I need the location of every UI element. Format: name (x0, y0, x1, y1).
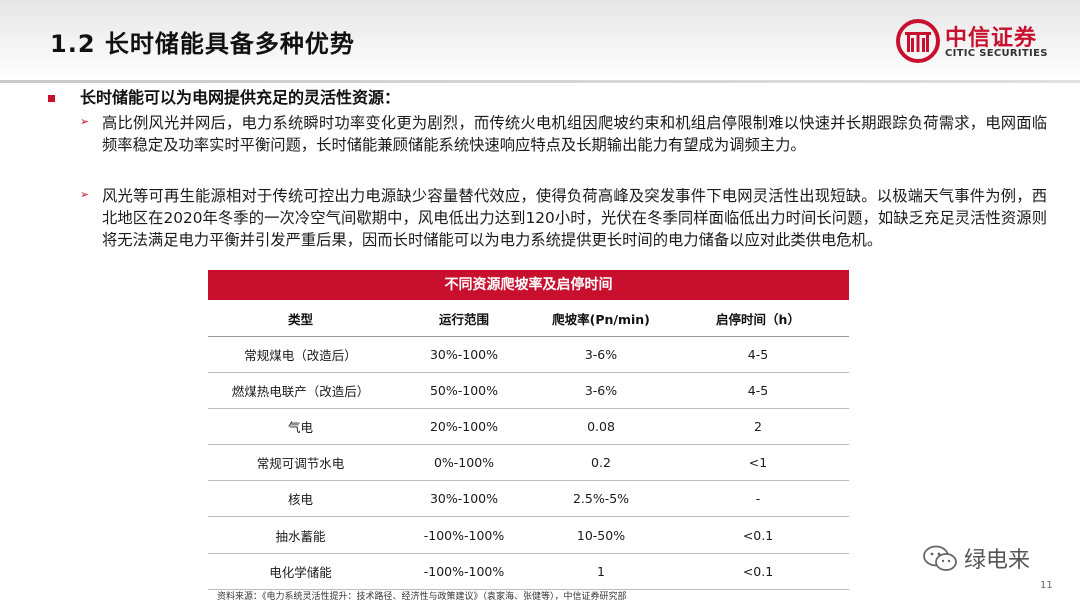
column-header: 启停时间（h） (716, 311, 800, 327)
column-header: 运行范围 (438, 311, 489, 327)
wechat-icon (923, 545, 957, 571)
table-row: 电化学储能 -100%-100% 1 <0.1 (208, 554, 849, 590)
resource-table: 不同资源爬坡率及启停时间 类型 运行范围 爬坡率(Pn/min) 启停时间（h）… (208, 270, 849, 590)
table-row: 核电 30%-100% 2.5%-5% - (208, 481, 849, 518)
table-row: 抽水蓄能 -100%-100% 10-50% <0.1 (208, 517, 849, 554)
logo-chinese-name: 中信证券 (945, 26, 1038, 51)
table-cell: - (755, 491, 761, 507)
table-cell: 0.08 (587, 419, 615, 435)
table-cell: 抽水蓄能 (275, 528, 326, 544)
table-cell: -100%-100% (423, 527, 505, 543)
table-row: 气电 20%-100% 0.08 2 (208, 409, 849, 446)
table-cell: <0.1 (742, 527, 774, 543)
table-cell: 10-50% (576, 527, 626, 543)
square-bullet-icon (48, 95, 55, 102)
table-cell: <0.1 (742, 563, 774, 579)
table-header-row: 类型 运行范围 爬坡率(Pn/min) 启停时间（h） (208, 300, 849, 337)
logo-english-name: CITIC SECURITIES (945, 48, 1048, 59)
table-cell: 30%-100% (429, 491, 499, 507)
table-cell: 燃煤热电联产（改造后） (231, 384, 370, 400)
citic-logo: 中信证券 CITIC SECURITIES (895, 18, 1065, 66)
table-cell: 50%-100% (429, 383, 499, 399)
table-cell: 3-6% (584, 383, 618, 399)
table-cell: 20%-100% (429, 419, 499, 435)
table-cell: 常规煤电（改造后） (244, 348, 357, 364)
table-cell: 2 (754, 419, 762, 435)
column-header: 类型 (287, 311, 313, 327)
table-cell: 0.2 (591, 455, 611, 471)
table-cell: -100%-100% (423, 563, 505, 579)
header-divider (0, 80, 1080, 83)
table-row: 燃煤热电联产（改造后） 50%-100% 3-6% 4-5 (208, 373, 849, 410)
watermark-text: 绿电来 (964, 548, 1031, 573)
table-cell: 核电 (287, 492, 313, 508)
table-title: 不同资源爬坡率及启停时间 (208, 270, 849, 300)
bullet-text: 风光等可再生能源相对于传统可控出力电源缺少容量替代效应，使得负荷高峰及突发事件下… (102, 187, 1047, 249)
table-row: 常规煤电（改造后） 30%-100% 3-6% 4-5 (208, 337, 849, 374)
arrow-bullet-icon: ➢ (80, 188, 90, 201)
table-cell: 4-5 (747, 383, 769, 399)
table-row: 常规可调节水电 0%-100% 0.2 <1 (208, 445, 849, 482)
page-number: 11 (1040, 580, 1053, 591)
arrow-bullet-icon: ➢ (80, 115, 90, 128)
source-note: 资料来源：《电力系统灵活性提升：技术路径、经济性与政策建议》（袁家海、张健等），… (217, 592, 627, 602)
table-cell: 气电 (287, 420, 313, 436)
table-cell: 电化学储能 (269, 564, 332, 580)
table-cell: 常规可调节水电 (256, 456, 345, 472)
bullet-text: 高比例风光并网后，电力系统瞬时功率变化更为剧烈，而传统火电机组因爬坡约束和机组启… (102, 114, 1047, 154)
table-cell: 1 (597, 563, 605, 579)
page-title: 1.2 长时储能具备多种优势 (50, 30, 355, 58)
table-cell: 30%-100% (429, 347, 499, 363)
table-cell: 2.5%-5% (572, 491, 630, 507)
section-heading-text: 长时储能可以为电网提供充足的灵活性资源： (80, 88, 401, 107)
column-header: 爬坡率(Pn/min) (552, 311, 650, 327)
page-header: 1.2 长时储能具备多种优势 中信证券 CITIC SECURITIES (0, 0, 1080, 80)
table-cell: <1 (748, 455, 768, 471)
citic-logo-icon (896, 19, 940, 63)
table-cell: 4-5 (747, 347, 769, 363)
table-cell: 3-6% (584, 347, 618, 363)
table-cell: 0%-100% (433, 455, 495, 471)
